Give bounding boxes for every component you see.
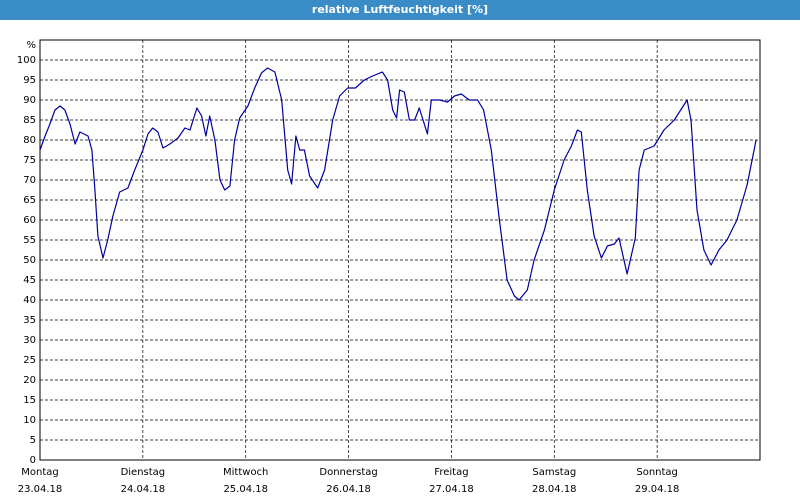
- x-tick-date: 29.04.18: [635, 484, 680, 495]
- humidity-line: [39, 67, 757, 301]
- x-tick-date: 25.04.18: [223, 484, 268, 495]
- x-tick-date: 26.04.18: [326, 484, 371, 495]
- y-tick-label: 100: [17, 55, 36, 66]
- y-tick-label: 0: [30, 455, 36, 466]
- y-tick-label: 40: [23, 295, 36, 306]
- y-tick-label: 35: [23, 315, 36, 326]
- x-tick-label: Montag: [21, 467, 58, 478]
- title-bar: [0, 0, 800, 20]
- x-tick-label: Mittwoch: [223, 467, 268, 478]
- y-tick-label: 30: [23, 335, 36, 346]
- y-tick-label: 45: [23, 275, 36, 286]
- x-tick-date: 28.04.18: [532, 484, 577, 495]
- x-tick-label: Dienstag: [121, 467, 166, 478]
- x-tick-label: Sonntag: [636, 467, 678, 478]
- y-tick-label: 60: [23, 215, 36, 226]
- y-tick-label: 5: [30, 435, 36, 446]
- y-tick-label: 90: [23, 95, 36, 106]
- x-tick-label: Samstag: [532, 467, 576, 478]
- plot-area: [39, 39, 761, 461]
- y-axis-unit: %: [26, 40, 36, 51]
- y-tick-label: 95: [23, 75, 36, 86]
- chart-title: relative Luftfeuchtigkeit [%]: [312, 3, 488, 16]
- y-tick-label: 65: [23, 195, 36, 206]
- y-tick-label: 85: [23, 115, 36, 126]
- y-tick-label: 75: [23, 155, 36, 166]
- y-tick-label: 15: [23, 395, 36, 406]
- y-tick-label: 25: [23, 355, 36, 366]
- x-tick-label: Freitag: [434, 467, 468, 478]
- x-tick-label: Donnerstag: [319, 467, 377, 478]
- y-tick-label: 10: [23, 415, 36, 426]
- y-tick-label: 55: [23, 235, 36, 246]
- y-tick-label: 70: [23, 175, 36, 186]
- x-tick-date: 24.04.18: [121, 484, 166, 495]
- y-tick-label: 50: [23, 255, 36, 266]
- y-tick-label: 80: [23, 135, 36, 146]
- y-tick-label: 20: [23, 375, 36, 386]
- x-tick-date: 23.04.18: [18, 484, 63, 495]
- x-tick-date: 27.04.18: [429, 484, 474, 495]
